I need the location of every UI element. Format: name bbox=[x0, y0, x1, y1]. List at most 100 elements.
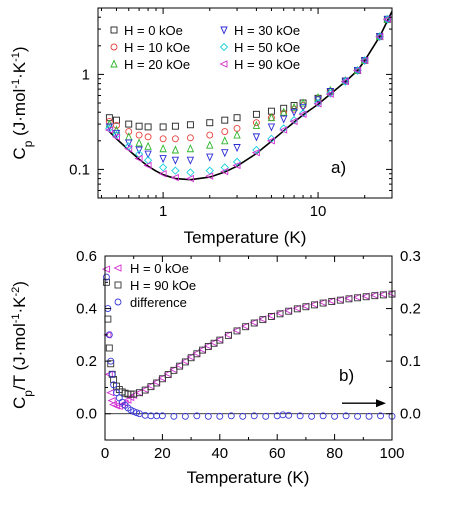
data-point bbox=[353, 66, 362, 75]
data-point bbox=[105, 123, 114, 132]
data-point bbox=[187, 354, 195, 362]
y-tick-label: 1 bbox=[82, 66, 90, 83]
y-axis-label-text: Cp/T (J·mol-1·K-2) bbox=[10, 281, 35, 409]
y2-tick-label: 0.2 bbox=[400, 301, 421, 318]
data-point bbox=[186, 168, 195, 177]
data-point bbox=[159, 155, 167, 164]
panel-a-axes: 1 10 0.1 1 bbox=[69, 7, 393, 220]
data-point bbox=[314, 93, 322, 102]
data-point bbox=[267, 123, 276, 132]
legend-label: H = 10 kOe bbox=[124, 40, 190, 55]
panel-a-x-axis-label: Temperature (K) bbox=[184, 228, 307, 247]
x-tick-label: 40 bbox=[211, 445, 228, 462]
data-point bbox=[220, 167, 229, 176]
data-point bbox=[113, 122, 120, 129]
series-h-90-koe bbox=[102, 278, 396, 398]
data-point bbox=[266, 137, 275, 145]
data-point bbox=[296, 412, 304, 420]
data-point bbox=[141, 411, 149, 419]
data-point bbox=[106, 388, 115, 397]
data-point bbox=[289, 117, 298, 126]
data-point bbox=[331, 412, 339, 420]
data-point bbox=[354, 412, 362, 420]
y-axis-label-mid: ·K bbox=[10, 296, 29, 314]
data-point bbox=[382, 15, 391, 24]
data-point bbox=[158, 375, 166, 383]
data-point bbox=[325, 90, 334, 98]
data-point bbox=[111, 133, 120, 141]
legend-label: H = 90 kOe bbox=[130, 278, 196, 293]
data-point bbox=[279, 411, 287, 419]
y-tick-label: 0.0 bbox=[76, 406, 97, 423]
y-axis-label-main: C bbox=[10, 397, 29, 409]
y-tick-label: 0.2 bbox=[76, 353, 97, 370]
data-point bbox=[290, 102, 298, 110]
data-point bbox=[158, 163, 168, 172]
legend-label: H = 20 kOe bbox=[124, 57, 190, 72]
data-point bbox=[123, 396, 132, 404]
data-point bbox=[280, 104, 288, 112]
data-point bbox=[299, 103, 307, 112]
series-h-90-koe bbox=[104, 15, 391, 183]
data-point bbox=[340, 77, 349, 86]
panel-b: 0 20 40 60 80 100 0.0 0.2 0.4 0.6 0.0 0.1 0.2 0.3 H =… bbox=[10, 248, 421, 487]
y2-tick-label: 0.3 bbox=[400, 248, 421, 265]
data-point bbox=[311, 301, 318, 309]
data-point bbox=[170, 412, 178, 420]
panel-b-y-axis-label: Cp/T (J·mol-1·K-2) bbox=[10, 281, 35, 409]
data-point bbox=[279, 126, 288, 134]
x-tick-label: 0 bbox=[101, 445, 109, 462]
data-point bbox=[113, 116, 120, 124]
data-point bbox=[314, 96, 322, 105]
legend-label: H = 0 kOe bbox=[130, 261, 189, 276]
data-point bbox=[221, 116, 229, 124]
data-point bbox=[104, 315, 112, 323]
data-point bbox=[158, 412, 166, 420]
data-point bbox=[360, 56, 369, 65]
data-point bbox=[302, 303, 310, 311]
legend-label: H = 0 kOe bbox=[124, 23, 183, 38]
data-point bbox=[124, 142, 133, 151]
data-point bbox=[205, 172, 214, 180]
data-point bbox=[115, 394, 123, 402]
data-point bbox=[102, 278, 110, 286]
data-point bbox=[267, 113, 276, 122]
data-point bbox=[186, 134, 194, 142]
y-axis-label-sup2: -1 bbox=[10, 52, 22, 62]
data-point bbox=[159, 123, 167, 131]
data-point bbox=[171, 122, 179, 130]
legend-marker bbox=[220, 26, 228, 35]
data-point bbox=[365, 412, 373, 420]
x-tick-label: 20 bbox=[154, 445, 171, 462]
data-point bbox=[206, 153, 214, 162]
data-point bbox=[206, 140, 214, 149]
data-point bbox=[124, 145, 133, 153]
data-point bbox=[341, 77, 350, 86]
data-point bbox=[216, 336, 224, 344]
data-point bbox=[298, 110, 307, 119]
data-point bbox=[233, 144, 241, 153]
data-point bbox=[252, 145, 261, 155]
y-axis-label-text: Cp (J·mol-1·K-1) bbox=[10, 46, 35, 159]
legend-item-h-10-koe: H = 10 kOe bbox=[110, 40, 190, 55]
panel-b-axes: 0 20 40 60 80 100 0.0 0.2 0.4 0.6 0.0 0.1 0.2 0.3 bbox=[76, 248, 421, 462]
data-point bbox=[293, 305, 301, 313]
data-point bbox=[375, 32, 384, 41]
data-point bbox=[319, 299, 327, 307]
data-point bbox=[354, 294, 362, 302]
legend-marker bbox=[114, 298, 122, 306]
data-point bbox=[144, 123, 152, 131]
y-axis-label-rest: /T (J·mol bbox=[10, 323, 29, 390]
data-point bbox=[101, 265, 110, 273]
data-point bbox=[328, 298, 336, 305]
data-point bbox=[221, 128, 229, 136]
panel-b-legend: H = 0 kOe H = 90 kOe difference bbox=[113, 261, 196, 310]
data-point bbox=[193, 412, 201, 420]
data-point bbox=[221, 149, 229, 158]
data-point bbox=[220, 163, 229, 172]
data-point bbox=[262, 412, 270, 420]
data-point bbox=[299, 98, 307, 107]
data-point bbox=[224, 331, 232, 339]
legend-marker bbox=[219, 60, 228, 68]
